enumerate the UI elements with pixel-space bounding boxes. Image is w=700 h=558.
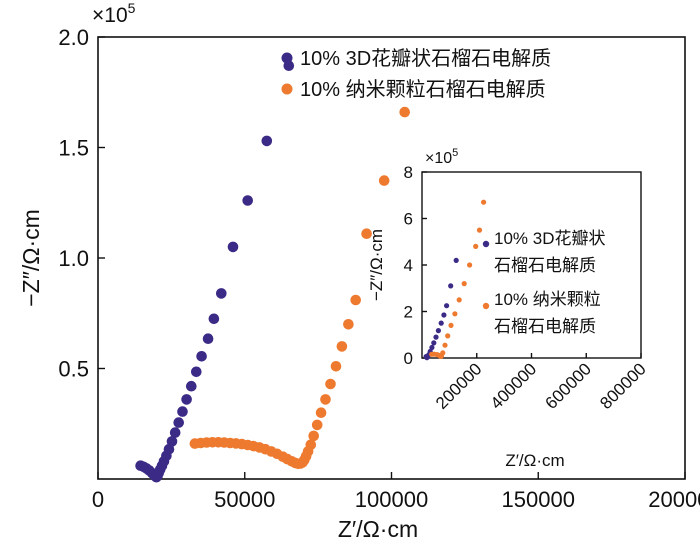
inset-point-series-0 [438, 320, 444, 326]
main-x-axis-title: Z′/Ω·cm [338, 516, 418, 542]
main-point-series-1 [325, 378, 336, 390]
main-point-series-1 [399, 106, 411, 118]
main-point-series-0 [202, 333, 214, 345]
inset-legend: 10% 3D花瓣状 石榴石电解质 10% 纳米颗粒 石榴石电解质 [482, 229, 605, 336]
main-point-series-0 [166, 436, 178, 447]
main-point-series-1 [308, 430, 320, 442]
main-legend: 10% 3D花瓣状石榴石电解质 10% 纳米颗粒石榴石电解质 [281, 47, 551, 101]
inset-point-series-1 [452, 311, 458, 317]
legend-marker-nano [281, 83, 293, 95]
main-point-series-0 [227, 241, 239, 253]
main-point-series-0 [208, 313, 220, 325]
inset-y-axis-title: −Z″/Ω·cm [367, 229, 386, 301]
inset-point-series-1 [467, 262, 473, 268]
main-x-tick-label: 0 [92, 487, 104, 512]
inset-point-series-0 [429, 344, 435, 351]
inset-point-series-1 [456, 297, 462, 303]
main-point-series-0 [181, 394, 192, 405]
main-y-multiplier: ×105 [92, 0, 136, 27]
inset-y-tick-label: 8 [404, 163, 413, 182]
main-point-series-0 [191, 366, 202, 378]
legend-label-petal: 10% 3D花瓣状石榴石电解质 [300, 47, 551, 70]
inset-background [398, 168, 644, 378]
inset-point-series-1 [440, 350, 446, 356]
main-y-tick-label: 1.0 [58, 246, 89, 271]
main-point-series-1 [361, 228, 372, 239]
main-x-tick-label: 200000 [648, 487, 700, 512]
inset-y-tick-label: 6 [404, 210, 413, 229]
inset-point-series-1 [473, 243, 479, 249]
main-point-series-0 [216, 288, 227, 299]
inset-point-series-0 [431, 340, 437, 346]
inset-point-series-0 [448, 283, 454, 289]
main-point-series-0 [169, 427, 181, 438]
inset-point-series-0 [453, 257, 459, 263]
main-point-series-0 [173, 417, 184, 428]
main-y-tick-label: 2.0 [58, 25, 89, 50]
inset-legend-label-nano-2: 石榴石电解质 [494, 317, 596, 336]
inset-point-series-1 [445, 333, 451, 339]
main-point-series-1 [305, 439, 317, 451]
main-point-series-0 [242, 195, 253, 206]
inset-legend-label-petal-1: 10% 3D花瓣状 [494, 229, 605, 248]
main-y-axis-title: −Z″/Ω·cm [18, 209, 44, 307]
inset-point-series-1 [461, 281, 467, 287]
inset-point-series-1 [442, 342, 448, 348]
main-point-series-1 [350, 294, 362, 306]
inset-point-series-0 [444, 303, 450, 309]
main-point-series-1 [378, 175, 390, 186]
main-point-series-1 [315, 407, 327, 419]
inset-legend-marker-nano [482, 302, 490, 310]
inset-legend-marker-petal [482, 240, 490, 248]
inset-legend-label-nano-1: 10% 纳米颗粒 [494, 290, 601, 309]
inset-y-multiplier: ×105 [425, 147, 458, 167]
main-x-tick-label: 50000 [214, 487, 275, 512]
legend-marker-petal [281, 52, 293, 64]
inset-point-series-0 [433, 334, 439, 340]
main-y-tick-label: 1.5 [58, 136, 89, 161]
inset-y-tick-label: 4 [404, 256, 413, 275]
inset-y-tick-label: 2 [404, 303, 413, 322]
inset-point-series-0 [435, 328, 441, 334]
main-point-series-0 [186, 380, 197, 392]
main-point-series-1 [311, 419, 323, 431]
main-point-series-0 [177, 406, 188, 417]
main-point-series-1 [343, 319, 354, 330]
main-point-series-1 [320, 394, 331, 405]
main-ticks: 0 50000 100000 150000 200000 0.5 1.0 1.5 2.0 [58, 25, 700, 512]
main-x-tick-label: 100000 [355, 487, 428, 512]
main-point-series-1 [330, 361, 342, 372]
main-y-tick-label: 0.5 [58, 357, 89, 382]
main-points [135, 60, 411, 483]
inset-y-tick-label: 0 [404, 349, 413, 368]
inset-points [423, 199, 487, 361]
main-point-series-0 [196, 351, 207, 362]
inset-x-axis-title: Z′/Ω·cm [505, 451, 564, 470]
inset-point-series-0 [441, 312, 447, 318]
inset-point-series-1 [448, 322, 454, 328]
inset-point-series-1 [481, 199, 487, 205]
legend-label-nano: 10% 纳米颗粒石榴石电解质 [300, 78, 546, 101]
main-point-series-0 [261, 135, 273, 147]
main-x-tick-label: 150000 [502, 487, 575, 512]
inset-legend-label-petal-2: 石榴石电解质 [494, 256, 596, 275]
main-point-series-1 [336, 341, 348, 352]
inset-point-series-1 [476, 227, 483, 233]
